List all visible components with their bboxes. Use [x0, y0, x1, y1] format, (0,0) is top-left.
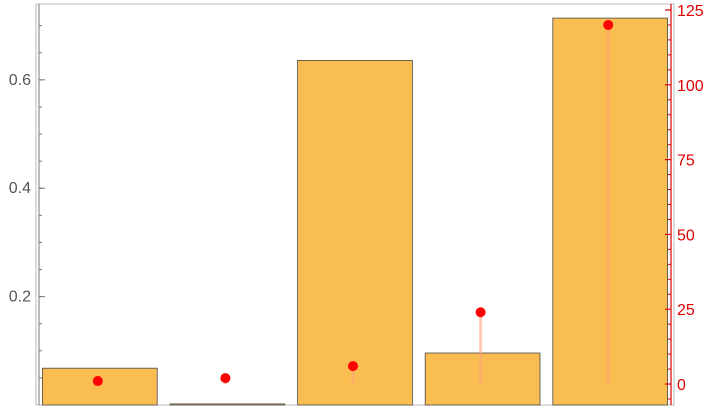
- right-tick-label: 0: [677, 377, 686, 394]
- bar-2: [169, 403, 286, 406]
- bar-series: [42, 17, 668, 406]
- right-tick-label: 100: [677, 78, 704, 95]
- left-tick-label: 0.4: [9, 180, 31, 197]
- point-4: [475, 307, 486, 318]
- point-2: [220, 373, 231, 384]
- right-axis: 0 25 50 75 100 125: [665, 3, 704, 405]
- point-5: [603, 19, 614, 30]
- bar-1: [42, 367, 158, 406]
- right-tick-label: 50: [677, 227, 695, 244]
- right-tick-label: 75: [677, 153, 695, 170]
- left-tick-label: 0.6: [9, 72, 31, 89]
- point-1: [92, 376, 103, 387]
- bar-5: [552, 17, 668, 406]
- left-tick-label: 0.2: [9, 289, 31, 306]
- point-3: [348, 361, 358, 372]
- point-series: [92, 19, 614, 387]
- left-axis: 0.2 0.4 0.6: [9, 4, 45, 405]
- bar-4: [424, 352, 541, 406]
- bar-3: [297, 60, 413, 406]
- right-tick-label: 25: [677, 302, 695, 319]
- right-tick-label: 125: [677, 3, 704, 20]
